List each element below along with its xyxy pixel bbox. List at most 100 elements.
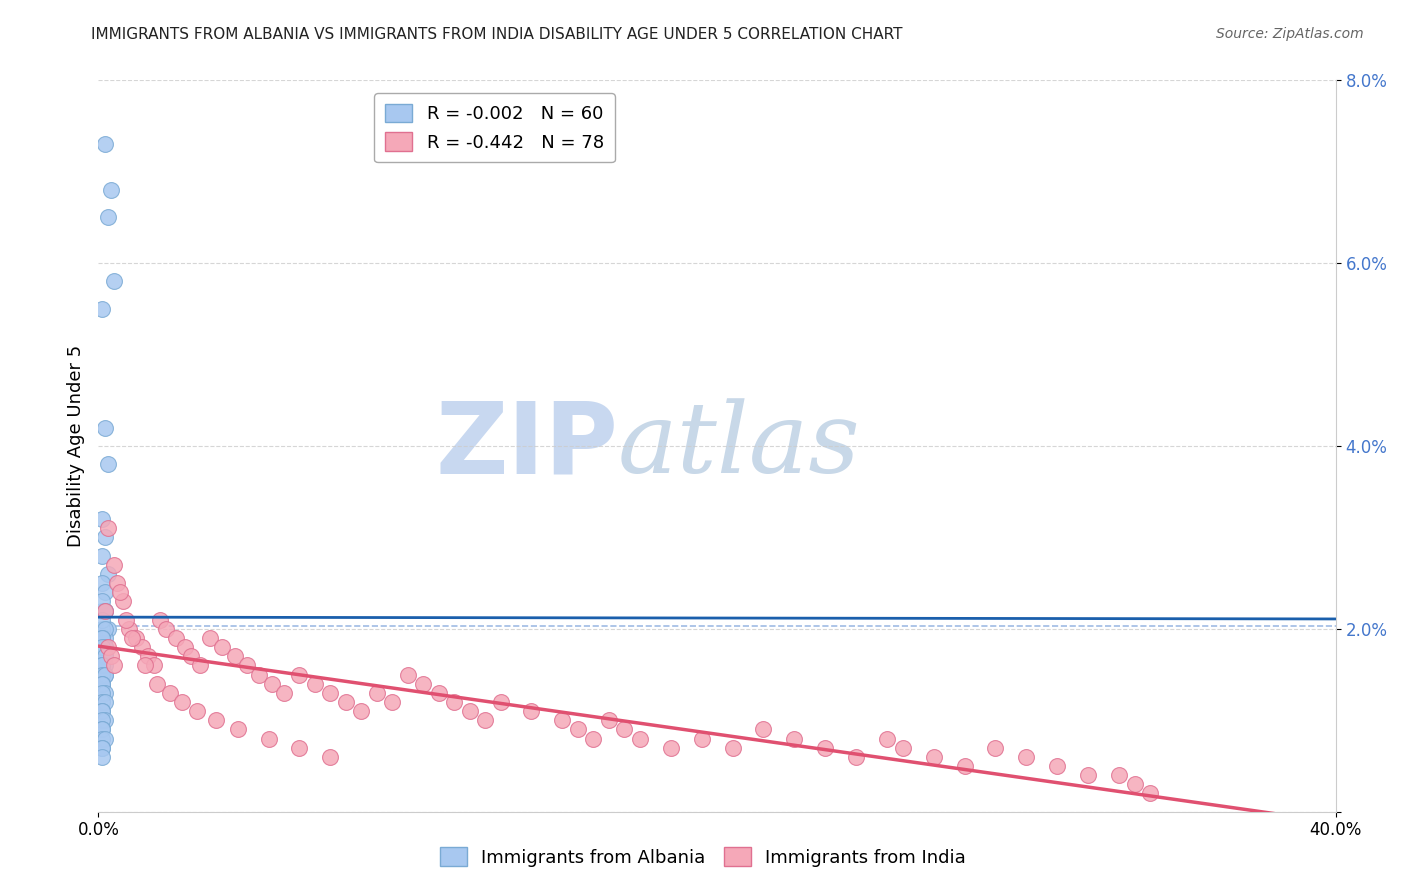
Point	[90, 676, 112, 690]
Point	[396, 667, 419, 681]
Point	[90, 594, 112, 608]
Point	[288, 667, 311, 681]
Point	[93, 421, 115, 435]
Point	[226, 723, 249, 737]
Point	[93, 604, 115, 618]
Point	[90, 576, 112, 591]
Point	[690, 731, 713, 746]
Point	[93, 649, 115, 664]
Point	[155, 622, 177, 636]
Point	[93, 585, 115, 599]
Point	[257, 731, 280, 746]
Point	[159, 686, 181, 700]
Legend: Immigrants from Albania, Immigrants from India: Immigrants from Albania, Immigrants from…	[433, 840, 973, 874]
Point	[458, 704, 481, 718]
Point	[90, 549, 112, 563]
Point	[304, 676, 326, 690]
Point	[260, 676, 283, 690]
Point	[90, 740, 112, 755]
Point	[845, 749, 868, 764]
Point	[165, 631, 187, 645]
Point	[90, 686, 112, 700]
Point	[103, 658, 125, 673]
Point	[90, 676, 112, 690]
Text: Source: ZipAtlas.com: Source: ZipAtlas.com	[1216, 27, 1364, 41]
Point	[443, 695, 465, 709]
Point	[1046, 759, 1069, 773]
Point	[93, 640, 115, 655]
Legend: R = -0.002   N = 60, R = -0.442   N = 78: R = -0.002 N = 60, R = -0.442 N = 78	[374, 93, 614, 162]
Point	[90, 631, 112, 645]
Point	[93, 604, 115, 618]
Point	[628, 731, 651, 746]
Point	[953, 759, 976, 773]
Point	[551, 714, 574, 728]
Point	[814, 740, 837, 755]
Point	[93, 631, 115, 645]
Point	[93, 731, 115, 746]
Point	[136, 649, 159, 664]
Point	[90, 631, 112, 645]
Text: atlas: atlas	[619, 399, 860, 493]
Point	[118, 622, 141, 636]
Point	[567, 723, 589, 737]
Point	[93, 604, 115, 618]
Point	[891, 740, 914, 755]
Point	[876, 731, 898, 746]
Point	[131, 640, 153, 655]
Point	[180, 649, 202, 664]
Point	[97, 622, 120, 636]
Point	[90, 695, 112, 709]
Point	[236, 658, 259, 673]
Point	[90, 622, 112, 636]
Point	[90, 649, 112, 664]
Point	[93, 686, 115, 700]
Point	[112, 594, 135, 608]
Point	[97, 567, 120, 582]
Point	[143, 658, 166, 673]
Point	[90, 704, 112, 718]
Point	[146, 676, 169, 690]
Point	[427, 686, 450, 700]
Point	[90, 704, 112, 718]
Point	[90, 658, 112, 673]
Point	[205, 714, 228, 728]
Point	[124, 631, 146, 645]
Point	[93, 649, 115, 664]
Point	[170, 695, 193, 709]
Point	[93, 714, 115, 728]
Text: IMMIGRANTS FROM ALBANIA VS IMMIGRANTS FROM INDIA DISABILITY AGE UNDER 5 CORRELAT: IMMIGRANTS FROM ALBANIA VS IMMIGRANTS FR…	[91, 27, 903, 42]
Point	[1108, 768, 1130, 782]
Point	[121, 631, 143, 645]
Point	[186, 704, 208, 718]
Point	[149, 613, 172, 627]
Point	[90, 740, 112, 755]
Point	[93, 137, 115, 152]
Point	[90, 301, 112, 316]
Point	[93, 640, 115, 655]
Point	[93, 695, 115, 709]
Point	[93, 667, 115, 681]
Point	[90, 723, 112, 737]
Point	[103, 275, 125, 289]
Point	[108, 585, 131, 599]
Point	[752, 723, 775, 737]
Point	[1015, 749, 1038, 764]
Point	[90, 613, 112, 627]
Point	[90, 512, 112, 526]
Point	[90, 640, 112, 655]
Point	[598, 714, 620, 728]
Point	[381, 695, 404, 709]
Point	[613, 723, 636, 737]
Point	[100, 649, 122, 664]
Point	[93, 530, 115, 544]
Point	[350, 704, 373, 718]
Point	[288, 740, 311, 755]
Point	[1077, 768, 1099, 782]
Point	[90, 731, 112, 746]
Point	[93, 658, 115, 673]
Point	[319, 686, 342, 700]
Point	[90, 714, 112, 728]
Point	[90, 640, 112, 655]
Point	[97, 640, 120, 655]
